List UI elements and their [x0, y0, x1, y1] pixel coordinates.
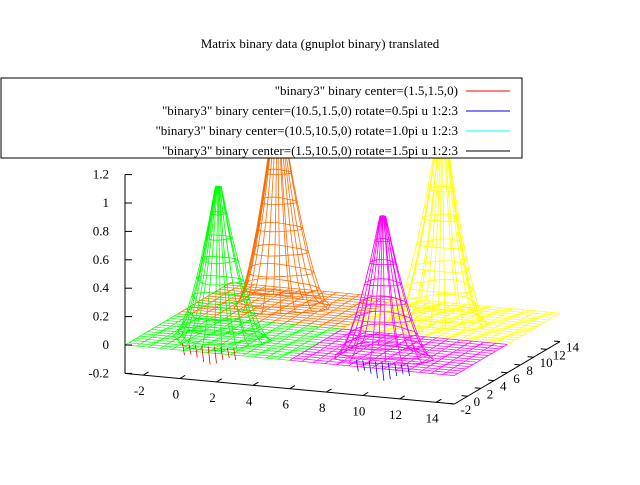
z-tick-label: 1.2: [93, 167, 109, 182]
z-tick-label: 0.6: [93, 252, 110, 267]
y-tick-mark: [553, 340, 561, 343]
surface-peak: [172, 185, 273, 351]
z-tick-label: 0.4: [93, 280, 110, 295]
y-tick-label: 6: [513, 371, 520, 386]
x-tick-mark: [216, 378, 223, 383]
x-tick-mark: [143, 371, 149, 376]
surface-dip: [355, 359, 410, 381]
z-tick-label: 0: [103, 337, 110, 352]
y-tick-mark: [540, 348, 547, 350]
y-tick-mark: [448, 402, 455, 405]
z-tick-label: 1: [103, 195, 110, 210]
x-tick-mark: [362, 391, 369, 396]
y-tick-label: 8: [526, 363, 533, 378]
legend-label: "binary3" binary center=(10.5,1.5,0) rot…: [162, 103, 458, 118]
z-tick-label: 0.8: [93, 223, 109, 238]
surface-layer: [124, 105, 561, 381]
surface-peak: [334, 215, 434, 365]
x-tick-label: 4: [246, 393, 253, 408]
y-tick-label: 4: [500, 379, 507, 394]
axes-layer: -0.200.20.40.60.811.2-2 0 2 4 6 8 10 12 14-20246…: [88, 167, 579, 426]
legend-label: "binary3" binary center=(1.5,10.5,0) rot…: [162, 143, 458, 158]
x-tick-label: 8: [319, 400, 326, 415]
y-tick-mark: [487, 379, 495, 382]
x-tick-label: 6: [282, 397, 289, 412]
y-tick-label: -2: [460, 402, 471, 417]
x-tick-label: -2: [134, 383, 145, 398]
z-tick-label: 0.2: [93, 309, 109, 324]
x-tick-mark: [252, 381, 259, 386]
legend-label: "binary3" binary center=(1.5,1.5,0): [275, 83, 458, 98]
y-tick-label: 2: [487, 386, 494, 401]
y-tick-label: 12: [553, 347, 566, 362]
x-tick-label: 10: [352, 404, 365, 419]
x-tick-label: 14: [426, 410, 440, 425]
x-tick-label: 12: [389, 407, 402, 422]
y-tick-mark: [501, 371, 508, 374]
chart-title: Matrix binary data (gnuplot binary) tran…: [201, 36, 440, 51]
legend-label: "binary3" binary center=(10.5,10.5,0) ro…: [155, 123, 458, 138]
x-tick-mark: [399, 395, 406, 400]
y-tick-mark: [461, 395, 468, 397]
surface-dip: [182, 343, 237, 365]
y-tick-label: 10: [540, 355, 553, 370]
z-tick-label: -0.2: [88, 365, 109, 380]
x-tick-label: 0: [173, 387, 180, 402]
x-tick-mark: [435, 398, 442, 403]
y-tick-label: 0: [474, 394, 481, 409]
x-tick-label: 2: [209, 390, 216, 405]
x-tick-mark: [289, 385, 296, 390]
legend: "binary3" binary center=(1.5,1.5,0) "bina…: [0, 77, 523, 159]
y-tick-mark: [474, 387, 481, 389]
y-tick-mark: [527, 356, 534, 358]
legend-box: [0, 77, 523, 159]
y-tick-mark: [514, 363, 521, 366]
x-tick-mark: [326, 388, 332, 393]
x-tick-mark: [179, 374, 186, 379]
y-tick-label: 14: [566, 340, 580, 355]
